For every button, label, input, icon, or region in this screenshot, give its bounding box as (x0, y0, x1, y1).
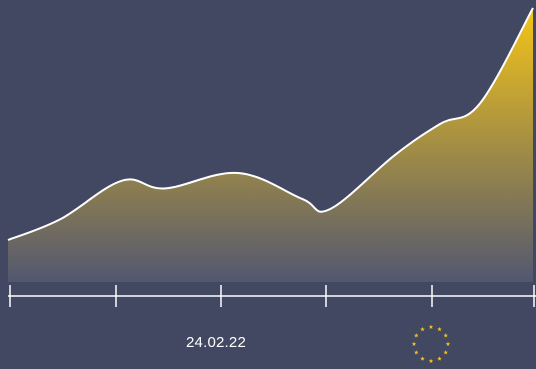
eu-star-5 (437, 356, 442, 361)
eu-star-4 (443, 350, 448, 355)
eu-star-6 (428, 358, 434, 363)
eu-star-1 (437, 326, 442, 332)
eu-star-9 (411, 341, 417, 346)
date-annotation: 24.02.22 (186, 334, 246, 351)
eu-star-7 (420, 356, 425, 361)
eu-star-3 (445, 341, 451, 346)
eu-star-10 (414, 333, 419, 338)
eu-star-0 (428, 324, 434, 329)
eu-star-8 (414, 350, 419, 355)
eu-star-11 (420, 326, 425, 332)
x-axis (8, 285, 536, 307)
eu-star-2 (443, 333, 448, 338)
area-fill (8, 8, 533, 282)
area-line (7, 7, 534, 241)
eu-flag-stars-icon (411, 324, 451, 363)
